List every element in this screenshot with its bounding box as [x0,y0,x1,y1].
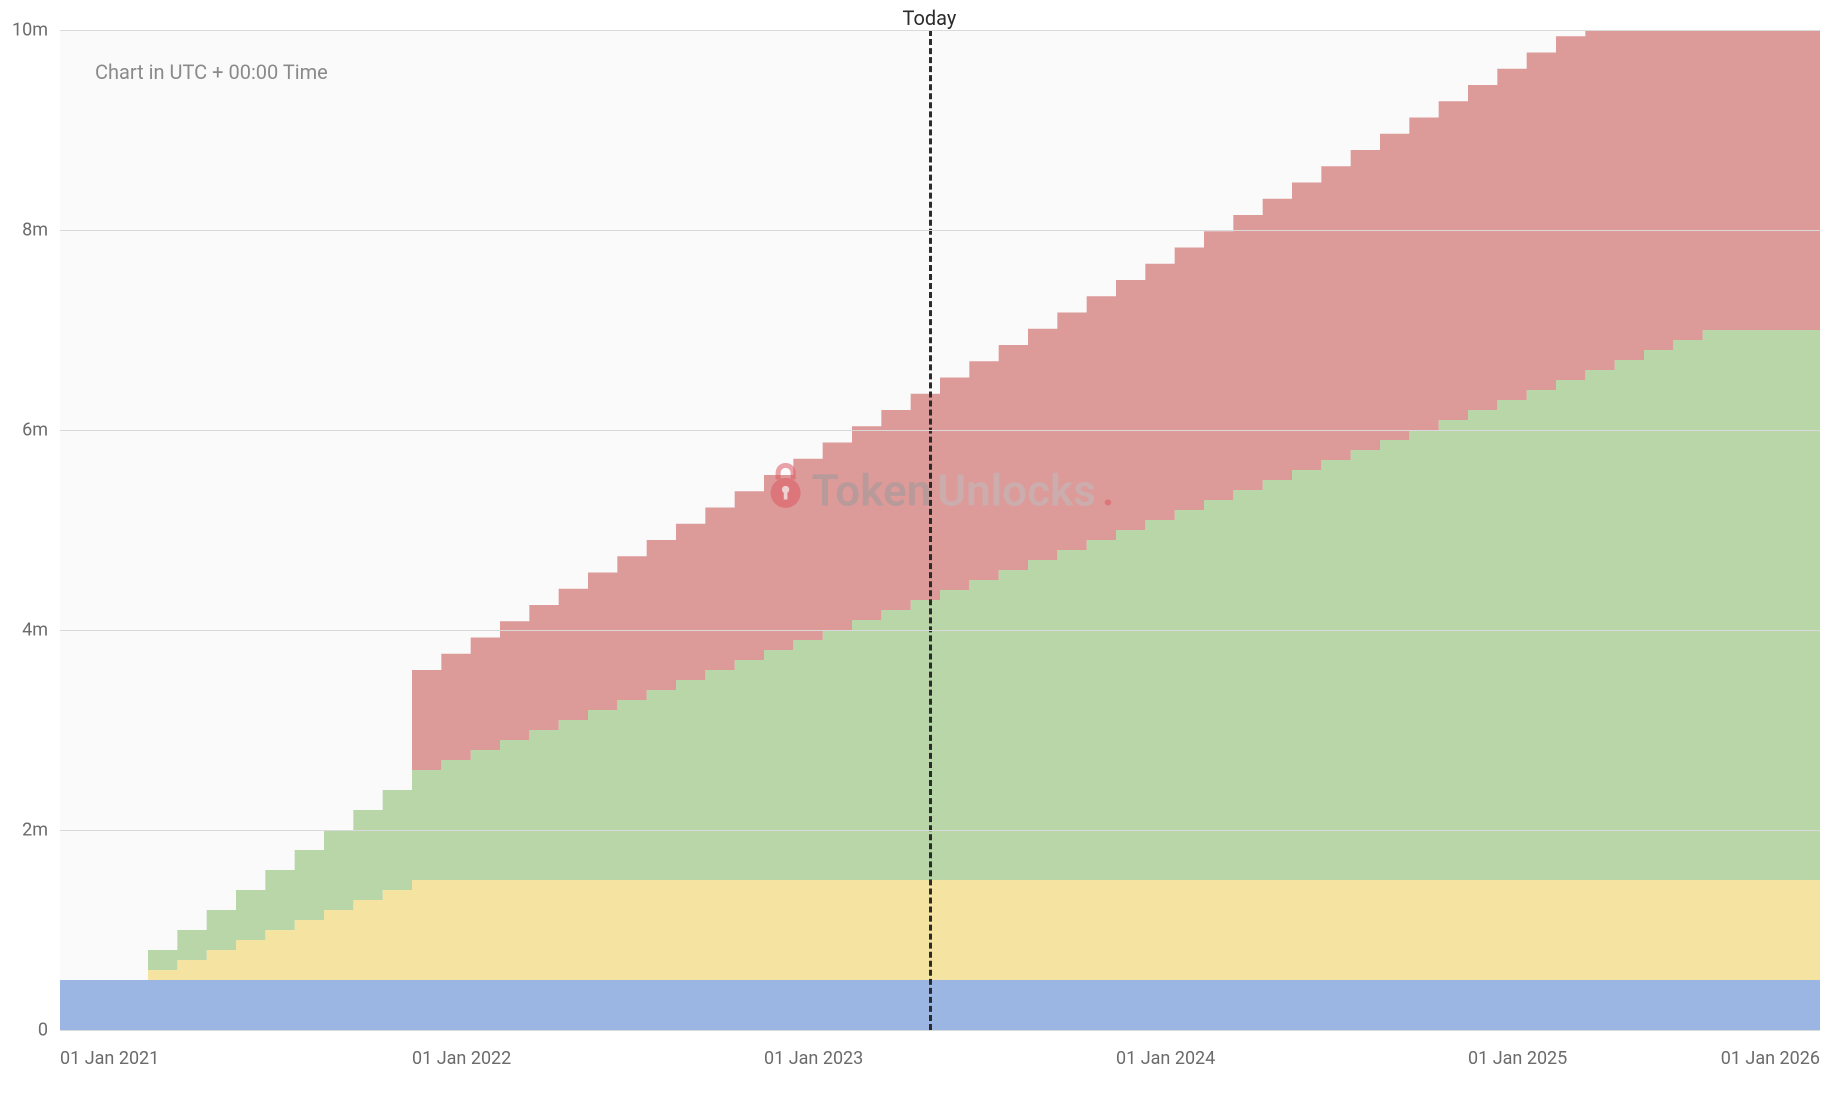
gridline [60,230,1820,231]
stacked-areas [60,30,1820,1030]
series-area [60,980,1820,1030]
today-marker-label: Today [903,6,957,30]
y-tick-label: 10m [0,20,48,41]
x-tick-label: 01 Jan 2024 [1116,1048,1215,1069]
today-marker-line [929,30,932,1030]
y-tick-label: 2m [0,820,48,841]
token-unlock-chart: TokenUnlocks. Chart in UTC + 00:00 Time … [0,0,1830,1098]
utc-caption: Chart in UTC + 00:00 Time [95,60,328,84]
gridline [60,30,1820,31]
x-tick-label: 01 Jan 2026 [1721,1048,1820,1069]
x-tick-label: 01 Jan 2023 [764,1048,863,1069]
gridline [60,1030,1820,1031]
plot-area: TokenUnlocks. [60,30,1820,1030]
x-tick-label: 01 Jan 2021 [60,1048,159,1069]
y-tick-label: 0 [0,1020,48,1041]
gridline [60,630,1820,631]
x-tick-label: 01 Jan 2022 [412,1048,511,1069]
y-tick-label: 6m [0,420,48,441]
gridline [60,430,1820,431]
x-tick-label: 01 Jan 2025 [1468,1048,1567,1069]
y-tick-label: 4m [0,620,48,641]
y-tick-label: 8m [0,220,48,241]
gridline [60,830,1820,831]
